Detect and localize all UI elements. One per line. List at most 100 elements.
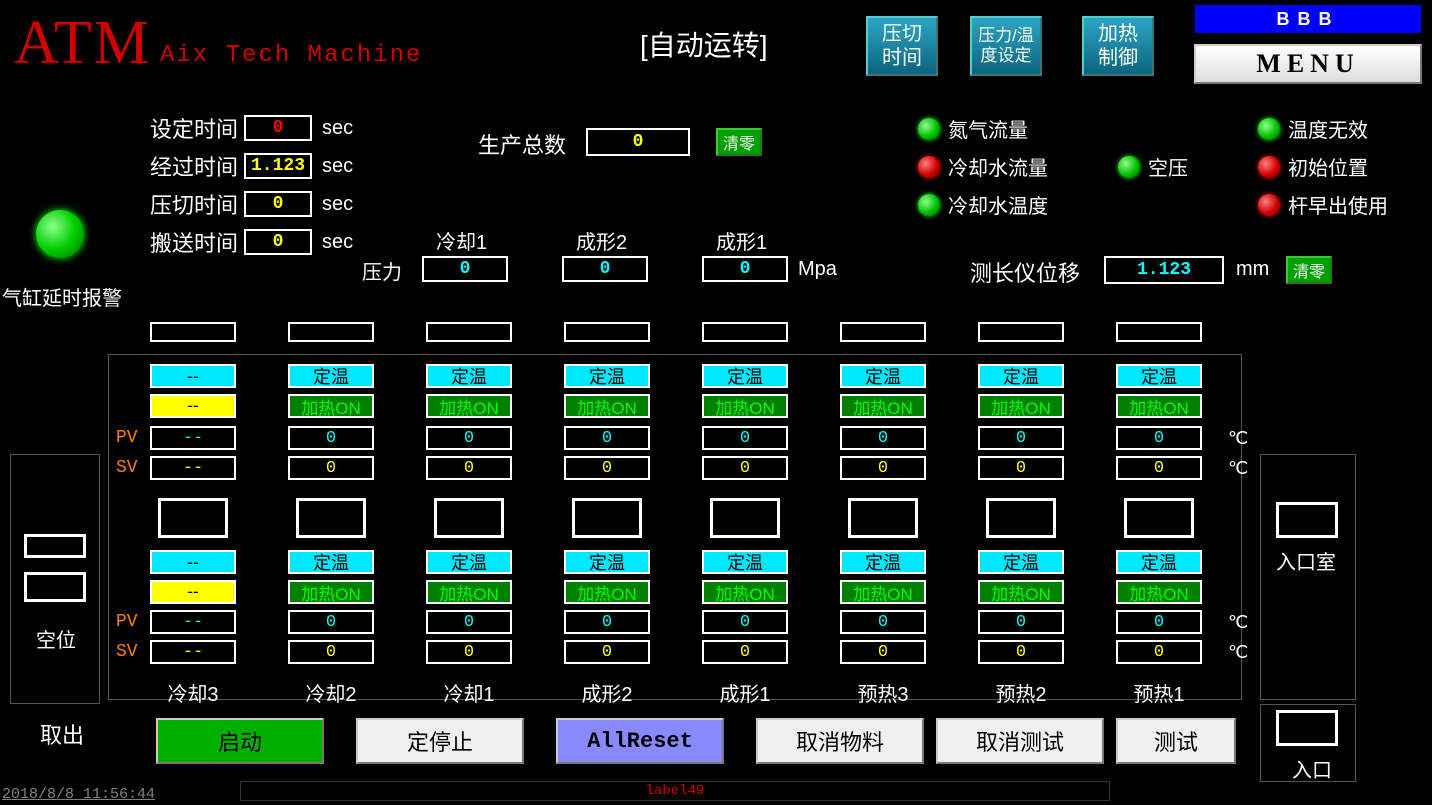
- pressure-unit: Mpa: [798, 258, 837, 281]
- press-time-button[interactable]: 压切 时间: [866, 16, 938, 76]
- set-time-label: 设定时间: [146, 112, 238, 144]
- zone-topbox: [1116, 322, 1202, 342]
- zone-cell: 定温: [1116, 364, 1202, 388]
- degc-2: ℃: [1228, 458, 1248, 479]
- press-time-unit: sec: [322, 193, 353, 216]
- pressure-col3-head: 成形1: [716, 226, 767, 255]
- zone-slot: [296, 498, 366, 538]
- zone-cell: 0: [426, 610, 512, 634]
- logo-subtitle: Aix Tech Machine: [160, 42, 422, 69]
- production-total-value: 0: [586, 128, 690, 156]
- zone-cell: 加热ON: [978, 394, 1064, 418]
- zone-col-name: 预热3: [840, 678, 926, 707]
- zone-cell: 0: [288, 426, 374, 450]
- zone-cell: 加热ON: [1116, 580, 1202, 604]
- zone-cell: 0: [564, 640, 650, 664]
- carry-time-label: 搬送时间: [146, 226, 238, 258]
- zone-slot: [572, 498, 642, 538]
- zone-cell: 加热ON: [702, 580, 788, 604]
- zone-cell: --: [150, 394, 236, 418]
- zone-cell: 0: [702, 610, 788, 634]
- zone-cell: 加热ON: [288, 580, 374, 604]
- take-out-label: 取出: [40, 718, 84, 750]
- pressure-col3-value: 0: [702, 256, 788, 282]
- menu-button[interactable]: MENU: [1194, 44, 1422, 84]
- cancel-test-button[interactable]: 取消测试: [936, 718, 1104, 764]
- production-clear-button[interactable]: 清零: [716, 128, 762, 156]
- zone-cell: 0: [1116, 456, 1202, 480]
- inlet-label: 入口: [1292, 754, 1332, 783]
- zone-slot: [848, 498, 918, 538]
- n2-flow-label: 氮气流量: [948, 114, 1028, 143]
- logo-atm: ATM: [14, 8, 151, 79]
- zone-cell: 定温: [1116, 550, 1202, 574]
- zone-cell: --: [150, 580, 236, 604]
- zone-topbox: [840, 322, 926, 342]
- temp-invalid-label: 温度无效: [1288, 114, 1368, 143]
- zone-cell: 0: [702, 426, 788, 450]
- rod-early-label: 杆早出使用: [1288, 190, 1388, 219]
- elapsed-time-label: 经过时间: [146, 150, 238, 182]
- degc-1: ℃: [1228, 428, 1248, 449]
- zone-cell: 加热ON: [840, 580, 926, 604]
- zone-cell: 0: [840, 610, 926, 634]
- zone-cell: 定温: [564, 550, 650, 574]
- pv-label-upper: PV: [116, 428, 138, 448]
- zone-cell: 0: [978, 640, 1064, 664]
- all-reset-button[interactable]: AllReset: [556, 718, 724, 764]
- pressure-col2-value: 0: [562, 256, 648, 282]
- zone-cell: --: [150, 364, 236, 388]
- cancel-material-button[interactable]: 取消物料: [756, 718, 924, 764]
- zone-slot: [710, 498, 780, 538]
- displacement-label: 测长仪位移: [970, 256, 1080, 288]
- zone-topbox: [150, 322, 236, 342]
- displacement-value: 1.123: [1104, 256, 1224, 284]
- zone-cell: 0: [978, 610, 1064, 634]
- zone-topbox: [564, 322, 650, 342]
- empty-slot-label: 空位: [36, 624, 76, 653]
- zone-cell: 0: [426, 456, 512, 480]
- zone-cell: 加热ON: [426, 394, 512, 418]
- zone-slot: [1124, 498, 1194, 538]
- displacement-clear-button[interactable]: 清零: [1286, 256, 1332, 284]
- air-press-lamp: [1118, 156, 1140, 178]
- zone-cell: 加热ON: [978, 580, 1064, 604]
- zone-col-name: 预热1: [1116, 678, 1202, 707]
- zone-cell: --: [150, 456, 236, 480]
- zone-cell: 定温: [702, 550, 788, 574]
- zone-slot: [158, 498, 228, 538]
- zone-cell: 0: [978, 426, 1064, 450]
- pressure-col1-head: 冷却1: [436, 226, 487, 255]
- zone-slot: [434, 498, 504, 538]
- zone-cell: 加热ON: [1116, 394, 1202, 418]
- auto-run-label: [自动运转]: [640, 24, 768, 64]
- elapsed-time-value: 1.123: [244, 153, 312, 179]
- zone-cell: 加热ON: [564, 580, 650, 604]
- air-press-label: 空压: [1148, 152, 1188, 181]
- bbb-button[interactable]: BBB: [1194, 4, 1422, 34]
- test-button[interactable]: 测试: [1116, 718, 1236, 764]
- zone-cell: 0: [1116, 640, 1202, 664]
- zone-topbox: [426, 322, 512, 342]
- stop-button[interactable]: 定停止: [356, 718, 524, 764]
- zone-cell: 0: [840, 456, 926, 480]
- start-button[interactable]: 启动: [156, 718, 324, 764]
- zone-cell: 定温: [840, 550, 926, 574]
- zone-col-name: 冷却2: [288, 678, 374, 707]
- temp-invalid-lamp: [1258, 118, 1280, 140]
- press-time-label: 压切时间: [146, 188, 238, 220]
- zone-cell: 定温: [978, 550, 1064, 574]
- zone-col-name: 成形2: [564, 678, 650, 707]
- zone-cell: 0: [840, 426, 926, 450]
- zone-topbox: [978, 322, 1064, 342]
- cool-temp-lamp: [918, 194, 940, 216]
- zone-col-name: 冷却3: [150, 678, 236, 707]
- zone-cell: 定温: [426, 550, 512, 574]
- zone-cell: 定温: [978, 364, 1064, 388]
- zone-cell: --: [150, 610, 236, 634]
- zone-cell: 定温: [702, 364, 788, 388]
- heat-control-button[interactable]: 加热 制御: [1082, 16, 1154, 76]
- rod-early-lamp: [1258, 194, 1280, 216]
- zone-cell: 定温: [426, 364, 512, 388]
- temp-set-button[interactable]: 压力/温 度设定: [970, 16, 1042, 76]
